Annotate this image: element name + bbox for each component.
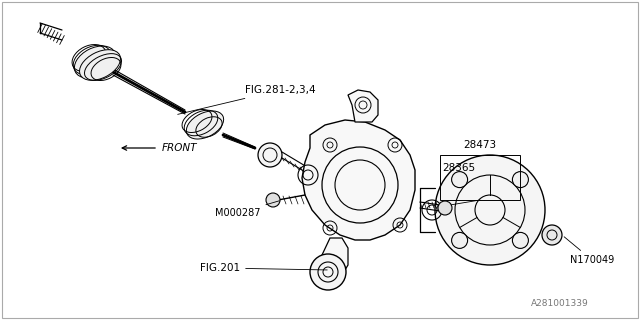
Text: FIG.201: FIG.201 — [200, 263, 327, 273]
Ellipse shape — [74, 46, 116, 78]
Text: 28365: 28365 — [442, 163, 475, 173]
Bar — [440, 155, 520, 200]
Circle shape — [435, 155, 545, 265]
Circle shape — [438, 201, 452, 215]
Circle shape — [513, 232, 529, 248]
Polygon shape — [348, 90, 378, 122]
Text: 28473: 28473 — [463, 140, 497, 150]
Circle shape — [542, 225, 562, 245]
Circle shape — [266, 193, 280, 207]
Text: A281001339: A281001339 — [531, 299, 589, 308]
Circle shape — [258, 143, 282, 167]
Circle shape — [310, 254, 346, 290]
Circle shape — [513, 172, 529, 188]
Circle shape — [452, 232, 468, 248]
Text: FRONT: FRONT — [162, 143, 198, 153]
Text: N170049: N170049 — [564, 237, 614, 265]
Circle shape — [452, 172, 468, 188]
Ellipse shape — [186, 111, 223, 139]
Polygon shape — [302, 120, 415, 240]
Text: FIG.281-2,3,4: FIG.281-2,3,4 — [178, 85, 316, 114]
Polygon shape — [315, 238, 348, 280]
Text: M000287: M000287 — [215, 201, 279, 218]
Ellipse shape — [79, 50, 120, 80]
